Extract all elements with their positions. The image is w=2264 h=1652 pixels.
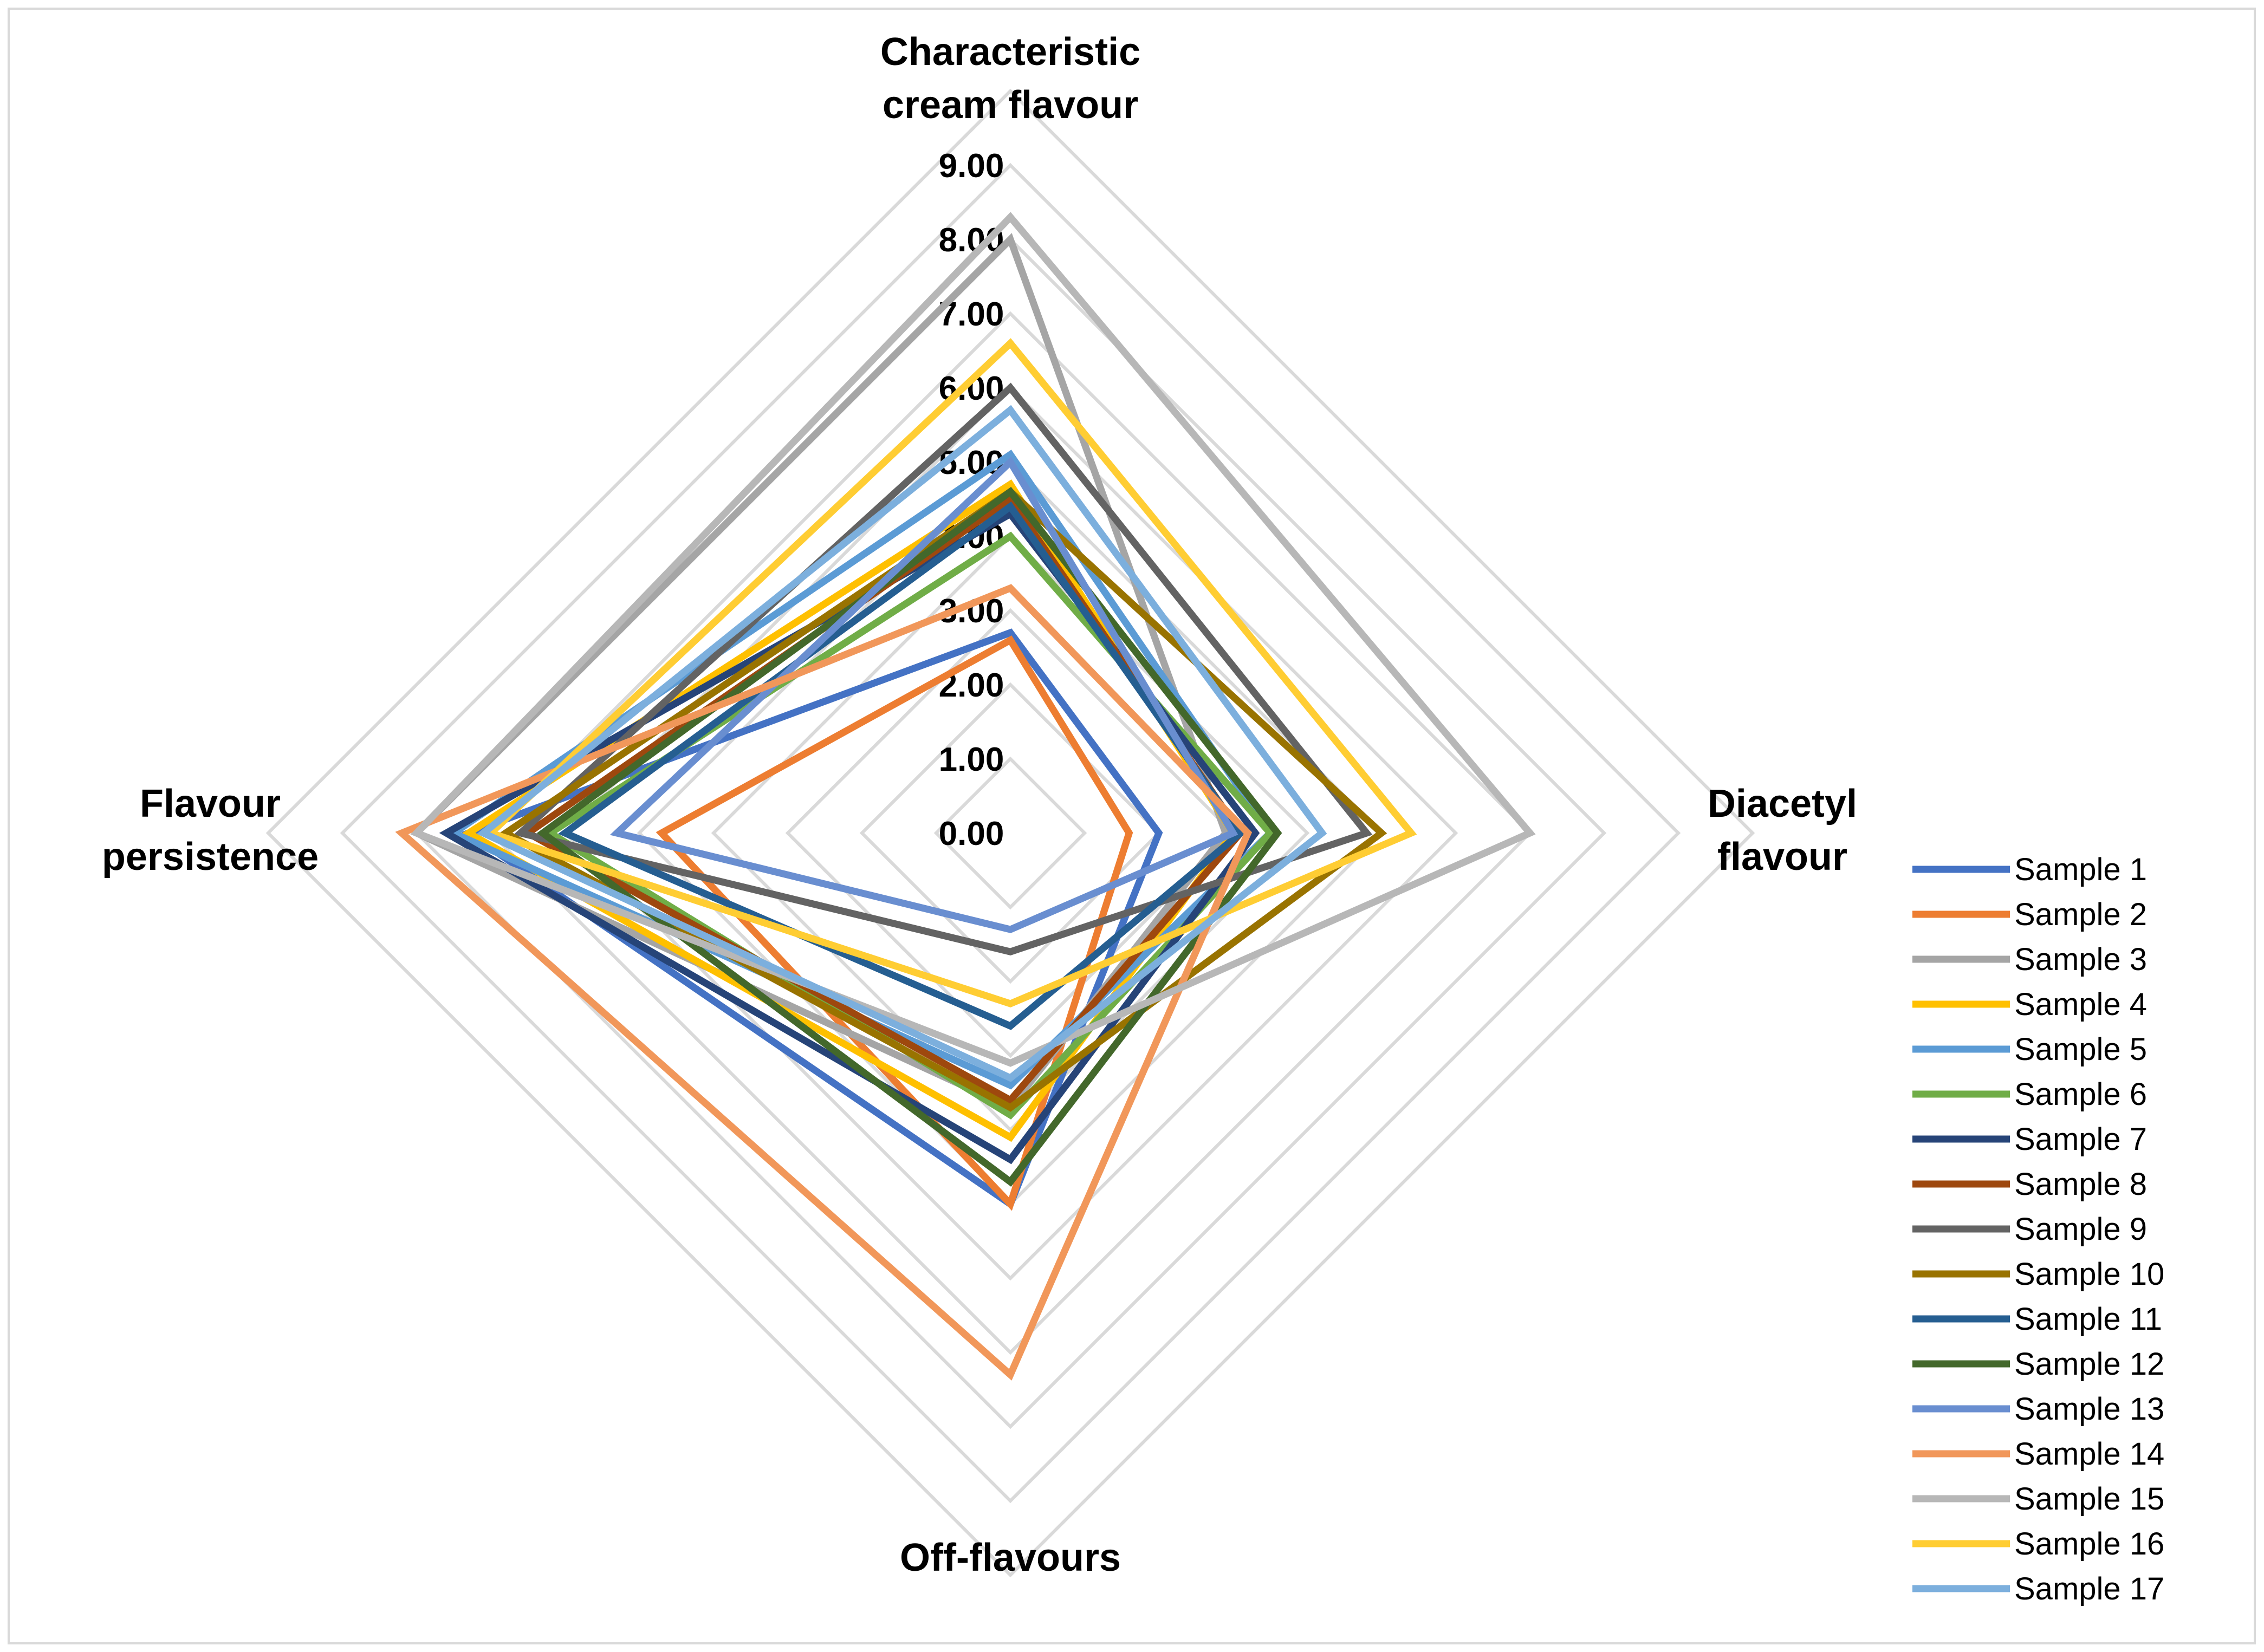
grid-ring-1: [859, 682, 1162, 984]
tick-label: 0.00: [939, 815, 1004, 853]
series-9-line: [513, 382, 1373, 955]
series-2-line: [656, 635, 1133, 1211]
legend-label-7: Sample 7: [2014, 1122, 2147, 1157]
grid-ring-8: [340, 162, 1681, 1504]
legend-label-12: Sample 12: [2014, 1347, 2164, 1382]
legend-label-4: Sample 4: [2014, 987, 2147, 1022]
legend-label-3: Sample 3: [2014, 942, 2147, 977]
legend-label-16: Sample 16: [2014, 1526, 2164, 1562]
grid-ring-7: [414, 237, 1607, 1429]
legend-label-15: Sample 15: [2014, 1481, 2164, 1517]
radar-series: [395, 212, 1536, 1381]
grid-ring-3: [711, 534, 1310, 1133]
series-15-line: [410, 212, 1536, 1067]
legend-label-10: Sample 10: [2014, 1257, 2164, 1292]
tick-label: 9.00: [939, 147, 1004, 185]
axis-title-1: Characteristic cream flavour: [880, 30, 1140, 127]
series-12-line: [536, 486, 1282, 1187]
series-13-line: [609, 456, 1238, 933]
axis-title-3: Off-flavours: [900, 1536, 1121, 1579]
axis-title-2: Diacetyl flavour: [1708, 782, 1857, 879]
series-10-line: [498, 487, 1387, 1112]
chart-frame: [8, 8, 2256, 1644]
tick-label: 1.00: [939, 741, 1004, 778]
grid-ring-6: [488, 311, 1533, 1355]
series-14-line: [395, 584, 1253, 1381]
legend-label-11: Sample 11: [2014, 1302, 2162, 1337]
legend-label-14: Sample 14: [2014, 1436, 2164, 1472]
legend: Sample 1 Sample 2 Sample 3 Sample 4 Sample 5…: [1912, 852, 2164, 1607]
legend-label-5: Sample 5: [2014, 1032, 2147, 1067]
series-16-line: [484, 338, 1417, 1008]
legend-label-6: Sample 6: [2014, 1077, 2147, 1112]
series-17-line: [477, 405, 1327, 1082]
axis-titles: Characteristic cream flavour Diacetyl flavo…: [102, 30, 1857, 1579]
grid-ring-0: [933, 756, 1087, 910]
legend-label-1: Sample 1: [2014, 852, 2147, 887]
legend-label-17: Sample 17: [2014, 1571, 2164, 1607]
grid-ring-9: [265, 88, 1755, 1578]
axis-title-4: Flavour persistence: [102, 782, 319, 879]
legend-label-2: Sample 2: [2014, 897, 2147, 932]
radar-tick-labels: 0.001.002.003.004.005.006.007.008.009.00: [939, 147, 1004, 853]
legend-label-13: Sample 13: [2014, 1391, 2164, 1427]
legend-label-9: Sample 9: [2014, 1212, 2147, 1247]
legend-label-8: Sample 8: [2014, 1167, 2147, 1202]
grid-ring-2: [785, 608, 1236, 1058]
